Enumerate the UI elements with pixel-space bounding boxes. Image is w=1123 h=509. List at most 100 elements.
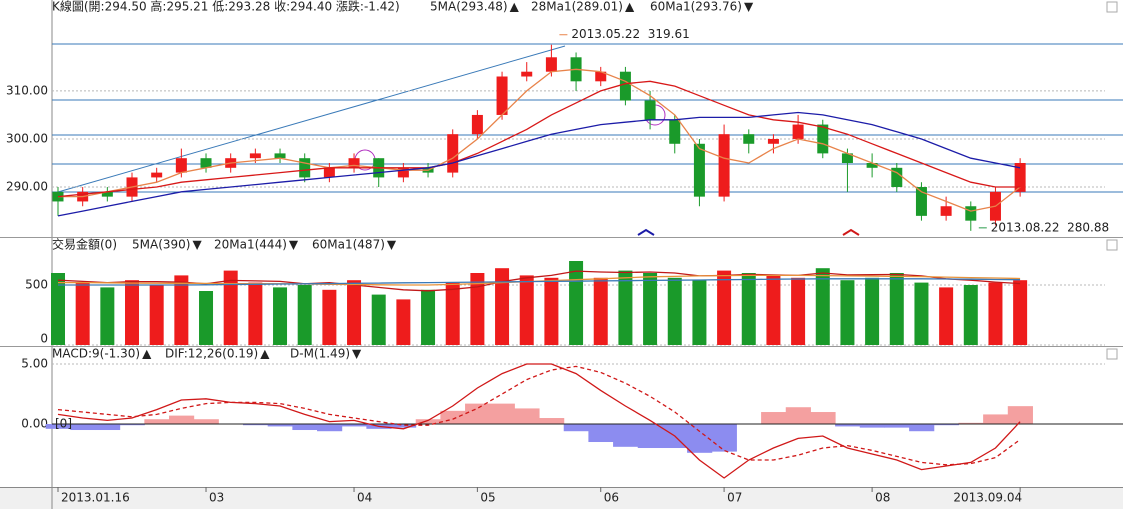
histogram-bar	[45, 424, 71, 429]
volume-bar	[766, 275, 781, 345]
candle-body	[521, 71, 533, 77]
volume-bar	[470, 273, 485, 345]
legend-entry: 60Ma1(293.76)	[650, 0, 742, 14]
volume-bar	[865, 277, 880, 345]
volume-bar	[248, 282, 263, 345]
volume-bar	[75, 282, 90, 345]
legend-trend: ▼	[289, 238, 299, 252]
legend-trend: ▲	[142, 347, 152, 361]
histogram-bar	[415, 419, 441, 425]
candle-body	[619, 71, 631, 101]
candle-body	[545, 57, 557, 72]
panel-icon[interactable]	[1106, 239, 1118, 251]
legend-entry: D-M(1.49)	[290, 347, 350, 361]
legend-trend: ▼	[387, 238, 397, 252]
volume-bar	[618, 270, 633, 345]
candle-body	[447, 134, 459, 173]
candle-body	[151, 172, 163, 178]
volume-bar	[963, 285, 978, 345]
histogram-bar	[292, 424, 318, 431]
candle-body	[397, 167, 409, 178]
candle-body	[471, 114, 483, 135]
signal-mark	[842, 228, 860, 236]
histogram-bar	[761, 412, 787, 425]
candle-body	[915, 187, 927, 216]
histogram-bar	[440, 410, 466, 425]
legend-trend: ▲	[510, 0, 520, 14]
candle-body	[274, 153, 286, 159]
candle-body	[841, 153, 853, 163]
x-axis-band	[0, 487, 1123, 509]
candle-body	[595, 71, 607, 82]
histogram-bar	[1007, 406, 1033, 425]
volume-bar	[692, 280, 707, 345]
histogram-bar	[859, 424, 885, 428]
volume-bar	[889, 273, 904, 345]
candle-body	[496, 76, 508, 115]
candle-body	[249, 153, 261, 159]
x-tick-label: 2013.01.16	[61, 491, 130, 505]
histogram-bar	[588, 424, 614, 443]
volume-bar	[495, 268, 510, 345]
histogram-bar	[341, 424, 367, 427]
volume-bar	[396, 299, 411, 345]
volume-bar	[223, 270, 238, 345]
panel-icon[interactable]	[1106, 348, 1118, 360]
y-tick-label: 310.00	[6, 83, 48, 97]
y-tick-label: 500	[25, 278, 48, 292]
legend-entry: MACD:9(-1.30)	[52, 347, 140, 361]
volume-bar	[544, 277, 559, 345]
series-line	[57, 365, 1021, 466]
annotation: 2013.05.22 319.61	[571, 27, 689, 41]
volume-bar	[199, 291, 214, 345]
histogram-bar	[243, 424, 269, 426]
volume-bar	[569, 261, 584, 345]
candle-body	[866, 163, 878, 168]
annotation: 2013.08.22 280.88	[991, 220, 1109, 234]
candle-body	[792, 124, 804, 139]
candle-body	[965, 206, 977, 221]
candle-body	[101, 191, 113, 197]
y-tick-label: 0	[40, 332, 48, 346]
histogram-bar	[563, 424, 589, 432]
candle-body	[175, 158, 187, 173]
volume-bar	[149, 285, 164, 345]
volume-bar	[421, 289, 436, 345]
histogram-bar	[637, 424, 663, 449]
histogram-bar	[613, 424, 639, 447]
y-tick-label: 0.00	[21, 417, 48, 431]
candle-body	[348, 158, 360, 168]
x-tick-label: 2013.09.04	[953, 491, 1022, 505]
histogram-bar	[119, 424, 145, 426]
volume-bar	[741, 273, 756, 345]
candle-body	[693, 143, 705, 197]
candle-body	[200, 158, 212, 168]
volume-bar	[667, 277, 682, 345]
volume-bar	[914, 282, 929, 345]
volume-bar	[791, 277, 806, 345]
candle-body	[323, 167, 335, 178]
series-line	[57, 270, 1021, 292]
panel-icon[interactable]	[1106, 1, 1118, 13]
series-line	[57, 111, 1021, 217]
candle-body	[718, 134, 730, 197]
histogram-bar	[144, 419, 170, 425]
x-tick-label: 07	[727, 491, 742, 505]
histogram-bar	[539, 418, 565, 425]
histogram-bar	[835, 424, 861, 427]
legend-entry: 20Ma1(444)	[214, 238, 287, 252]
histogram-bar	[810, 412, 836, 425]
candle-body	[669, 119, 681, 144]
candle-body	[1014, 163, 1026, 192]
volume-bar	[100, 287, 115, 345]
volume-bar	[519, 275, 534, 345]
legend-trend: ▼	[192, 238, 202, 252]
histogram-bar	[785, 407, 811, 425]
legend-entry: 28Ma1(289.01)	[531, 0, 623, 14]
candle-body	[817, 124, 829, 154]
histogram-bar	[267, 424, 293, 427]
histogram-bar	[465, 403, 491, 425]
series-line	[58, 68, 1021, 212]
legend-trend: ▲	[625, 0, 635, 14]
